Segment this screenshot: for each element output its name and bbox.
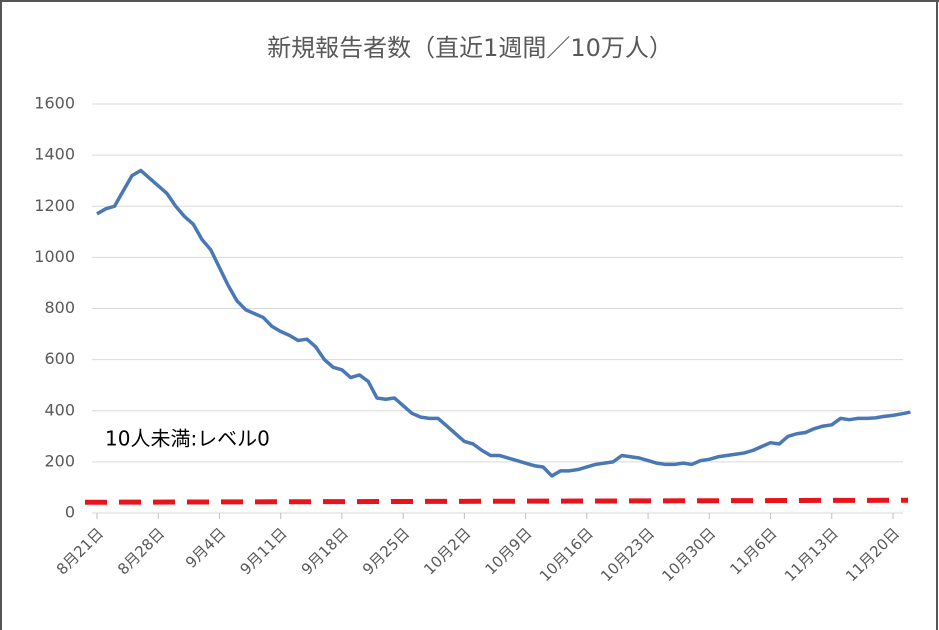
y-tick-label: 0 — [65, 503, 75, 522]
y-tick-label: 400 — [44, 400, 75, 419]
y-tick-label: 1200 — [34, 196, 75, 215]
y-tick-label: 1600 — [34, 94, 75, 113]
y-tick-label: 800 — [44, 298, 75, 317]
data-line — [96, 168, 911, 478]
reference-line — [84, 497, 909, 505]
chart-title: 新規報告者数（直近1週間／10万人） — [267, 34, 673, 62]
annotation: 10人未満:レベル0 — [105, 427, 270, 451]
y-tick-label: 1400 — [34, 145, 75, 164]
y-tick-label: 200 — [44, 451, 75, 470]
y-tick-label: 1000 — [34, 247, 75, 266]
y-tick-label: 600 — [44, 349, 75, 368]
